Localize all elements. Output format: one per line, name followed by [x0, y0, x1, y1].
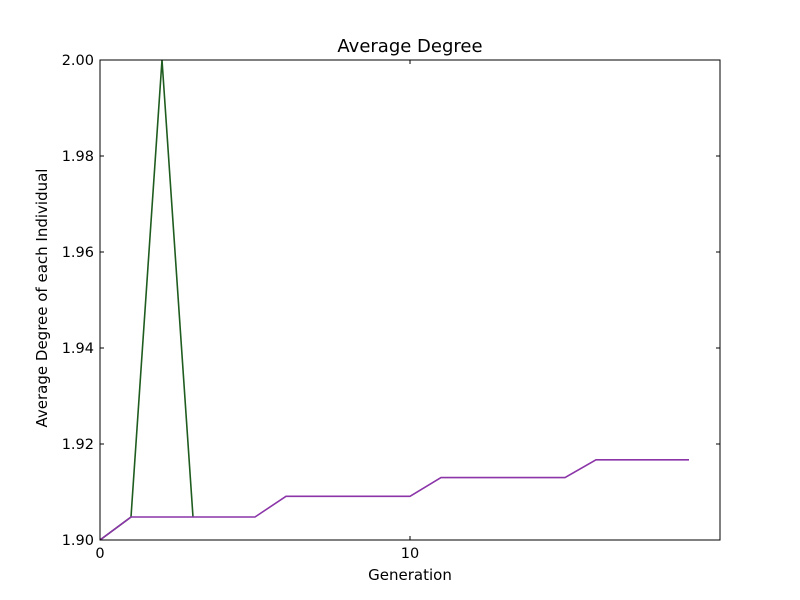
series-layer — [99, 59, 689, 541]
y-axis-label: Average Degree of each Individual — [33, 169, 51, 428]
series-line-1 — [99, 59, 194, 541]
y-tick-label: 1.96 — [62, 245, 94, 261]
plot-frame — [99, 59, 721, 541]
y-tick-label: 1.94 — [62, 341, 94, 357]
ticks-layer: 0 10 1.90 1.92 1.94 1.96 1.98 2.00 — [62, 53, 720, 562]
series-line-2 — [99, 458, 689, 541]
y-tick-label: 1.90 — [62, 533, 94, 549]
y-tick-label: 1.98 — [62, 149, 94, 165]
x-axis-label: Generation — [368, 566, 452, 584]
y-tick-label: 2.00 — [62, 53, 94, 69]
x-tick-label: 0 — [95, 546, 104, 562]
y-tick-label: 1.92 — [62, 437, 94, 453]
x-tick-label: 10 — [401, 546, 419, 562]
chart-title: Average Degree — [337, 36, 482, 57]
